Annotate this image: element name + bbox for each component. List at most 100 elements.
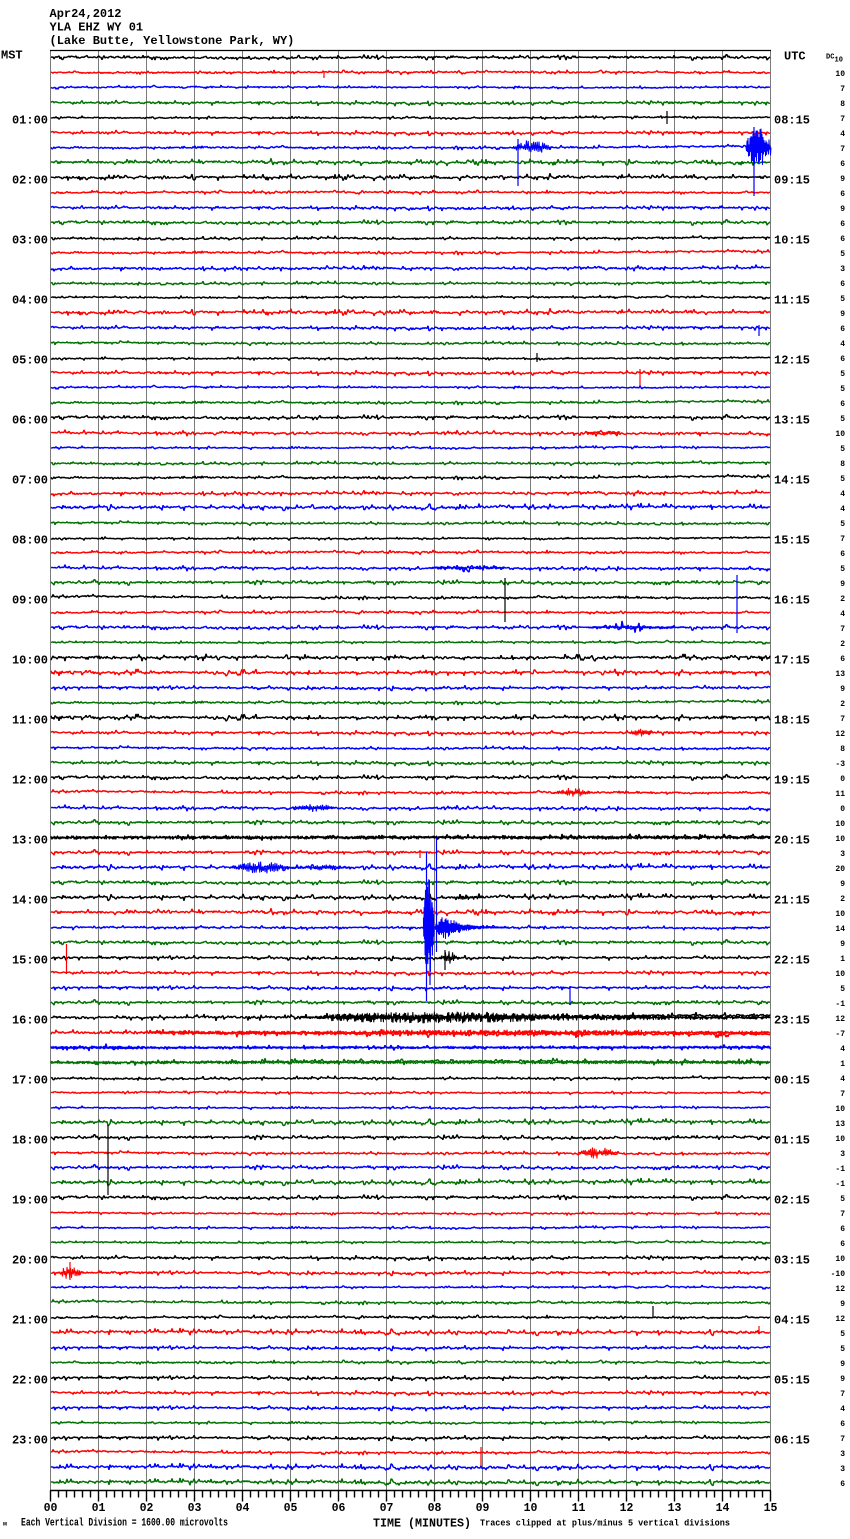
svg-text:13: 13 (835, 670, 845, 679)
svg-text:6: 6 (840, 1240, 845, 1249)
svg-text:11: 11 (572, 1502, 586, 1515)
svg-text:7: 7 (840, 85, 845, 94)
svg-text:4: 4 (840, 1405, 845, 1414)
svg-text:7: 7 (840, 535, 845, 544)
svg-text:3: 3 (840, 1150, 845, 1159)
svg-text:5: 5 (840, 565, 845, 574)
svg-text:09: 09 (476, 1502, 490, 1515)
svg-text:10: 10 (835, 820, 845, 829)
svg-text:5: 5 (840, 445, 845, 454)
svg-text:0: 0 (840, 805, 845, 814)
svg-text:08: 08 (428, 1502, 442, 1515)
svg-text:23:15: 23:15 (774, 1013, 810, 1027)
svg-text:5: 5 (840, 370, 845, 379)
svg-text:0: 0 (840, 775, 845, 784)
svg-text:4: 4 (840, 130, 845, 139)
svg-text:7: 7 (840, 1090, 845, 1099)
svg-text:9: 9 (840, 1375, 845, 1384)
svg-text:15:00: 15:00 (12, 953, 48, 967)
svg-text:12: 12 (835, 1285, 845, 1294)
svg-text:5: 5 (840, 520, 845, 529)
svg-text:7: 7 (840, 1210, 845, 1219)
svg-text:2: 2 (840, 595, 845, 604)
svg-text:00: 00 (44, 1502, 58, 1515)
svg-text:7: 7 (840, 1435, 845, 1444)
svg-text:21:15: 21:15 (774, 893, 810, 907)
svg-text:7: 7 (840, 115, 845, 124)
svg-text:09:15: 09:15 (774, 173, 810, 187)
svg-text:04:15: 04:15 (774, 1313, 810, 1327)
svg-text:5: 5 (840, 1345, 845, 1354)
svg-text:5: 5 (840, 1195, 845, 1204)
svg-text:-7: -7 (835, 1030, 845, 1039)
svg-text:9: 9 (840, 205, 845, 214)
svg-text:04: 04 (236, 1502, 250, 1515)
svg-text:15: 15 (764, 1502, 778, 1515)
svg-text:04:00: 04:00 (12, 293, 48, 307)
svg-text:22:00: 22:00 (12, 1373, 48, 1387)
svg-text:Traces clipped at plus/minus 5: Traces clipped at plus/minus 5 vertical … (480, 1519, 730, 1529)
svg-text:6: 6 (840, 400, 845, 409)
svg-text:9: 9 (840, 175, 845, 184)
svg-text:18:00: 18:00 (12, 1133, 48, 1147)
svg-text:10: 10 (835, 57, 843, 65)
svg-text:11: 11 (835, 790, 845, 799)
svg-text:08:15: 08:15 (774, 113, 810, 127)
svg-text:6: 6 (840, 325, 845, 334)
svg-text:9: 9 (840, 880, 845, 889)
svg-text:4: 4 (840, 340, 845, 349)
svg-text:1: 1 (840, 1060, 845, 1069)
svg-text:7: 7 (840, 1390, 845, 1399)
svg-text:2: 2 (840, 640, 845, 649)
svg-text:01: 01 (92, 1502, 106, 1515)
svg-text:3: 3 (840, 265, 845, 274)
svg-text:8: 8 (840, 460, 845, 469)
svg-text:9: 9 (840, 940, 845, 949)
svg-text:-10: -10 (831, 1270, 846, 1279)
svg-text:07: 07 (380, 1502, 394, 1515)
svg-text:18:15: 18:15 (774, 713, 810, 727)
svg-text:(Lake Butte, Yellowstone Park,: (Lake Butte, Yellowstone Park, WY) (50, 34, 295, 48)
svg-text:2: 2 (840, 700, 845, 709)
svg-text:6: 6 (840, 1225, 845, 1234)
svg-text:7: 7 (840, 145, 845, 154)
svg-text:4: 4 (840, 1075, 845, 1084)
svg-text:14:00: 14:00 (12, 893, 48, 907)
svg-text:2: 2 (840, 895, 845, 904)
svg-text:7: 7 (840, 715, 845, 724)
svg-text:13:00: 13:00 (12, 833, 48, 847)
svg-text:6: 6 (840, 280, 845, 289)
svg-text:5: 5 (840, 415, 845, 424)
svg-text:-1: -1 (835, 1000, 845, 1009)
svg-text:5: 5 (840, 985, 845, 994)
svg-text:10: 10 (835, 1105, 845, 1114)
svg-text:-3: -3 (835, 760, 845, 769)
svg-text:10: 10 (835, 1135, 845, 1144)
svg-text:DC: DC (826, 54, 834, 62)
svg-text:16:15: 16:15 (774, 593, 810, 607)
svg-text:11:15: 11:15 (774, 293, 810, 307)
svg-text:6: 6 (840, 160, 845, 169)
svg-text:21:00: 21:00 (12, 1313, 48, 1327)
svg-text:-1: -1 (835, 1165, 845, 1174)
svg-text:4: 4 (840, 1045, 845, 1054)
svg-text:5: 5 (840, 1330, 845, 1339)
svg-text:17:00: 17:00 (12, 1073, 48, 1087)
svg-text:5: 5 (840, 295, 845, 304)
svg-text:20:00: 20:00 (12, 1253, 48, 1267)
svg-text:6: 6 (840, 235, 845, 244)
svg-text:-1: -1 (835, 1180, 845, 1189)
svg-text:03:15: 03:15 (774, 1253, 810, 1267)
svg-text:9: 9 (840, 310, 845, 319)
svg-text:13: 13 (835, 1120, 845, 1129)
svg-text:MST: MST (1, 49, 23, 63)
svg-text:05:15: 05:15 (774, 1373, 810, 1387)
svg-text:19:00: 19:00 (12, 1193, 48, 1207)
svg-text:7: 7 (840, 625, 845, 634)
svg-text:3: 3 (840, 1450, 845, 1459)
svg-text:4: 4 (840, 490, 845, 499)
svg-text:6: 6 (840, 220, 845, 229)
svg-text:05:00: 05:00 (12, 353, 48, 367)
svg-text:12: 12 (835, 1315, 845, 1324)
svg-text:08:00: 08:00 (12, 533, 48, 547)
